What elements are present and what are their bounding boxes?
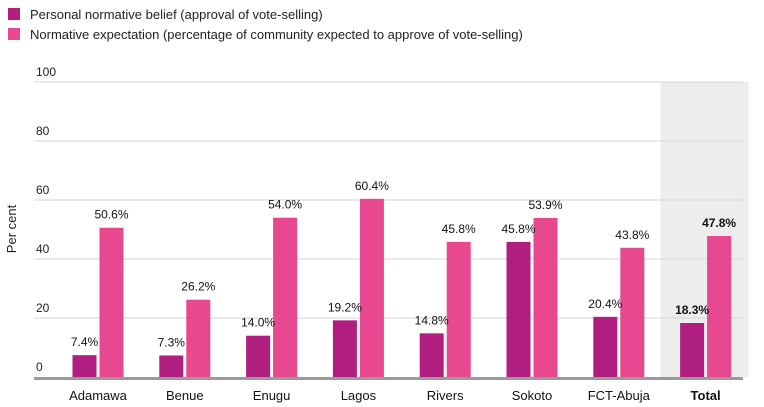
y-tick-label: 40 <box>36 242 50 256</box>
bar-personal-belief <box>680 323 705 377</box>
bar-value-label: 43.8% <box>615 228 649 242</box>
bar-value-label: 50.6% <box>94 208 128 222</box>
x-tick-label: FCT-Abuja <box>588 388 651 403</box>
bar-personal-belief <box>72 355 97 377</box>
legend-label-personal: Personal normative belief (approval of v… <box>30 6 323 22</box>
bar-value-label: 54.0% <box>268 198 302 212</box>
bar-value-label: 14.0% <box>241 316 275 330</box>
x-tick-label: Lagos <box>341 388 377 403</box>
x-tick-label: Total <box>691 388 721 403</box>
bar-personal-belief <box>332 320 357 377</box>
bar-value-label: 53.9% <box>528 198 562 212</box>
legend-item-expectation: Normative expectation (percentage of com… <box>8 24 523 44</box>
bar-personal-belief <box>593 316 618 377</box>
bar-normative-expectation <box>533 217 558 377</box>
bar-value-label: 26.2% <box>181 280 215 294</box>
bar-personal-belief <box>246 335 271 377</box>
bar-normative-expectation <box>273 217 298 377</box>
x-axis-baseline <box>34 377 743 380</box>
bar-personal-belief <box>419 333 444 377</box>
y-tick-label: 80 <box>36 124 50 138</box>
x-tick-label: Adamawa <box>69 388 128 403</box>
legend-item-personal: Personal normative belief (approval of v… <box>8 4 523 24</box>
x-tick-label: Enugu <box>253 388 291 403</box>
bar-personal-belief <box>506 241 531 377</box>
bar-value-label: 14.8% <box>415 313 449 327</box>
bar-value-label: 45.8% <box>501 222 535 236</box>
bar-value-label: 7.4% <box>71 335 99 349</box>
legend-swatch-expectation <box>8 28 20 40</box>
bar-normative-expectation <box>99 227 124 377</box>
x-tick-label: Rivers <box>427 388 464 403</box>
bar-personal-belief <box>159 355 184 377</box>
bar-normative-expectation <box>707 235 732 377</box>
bar-normative-expectation <box>446 241 471 377</box>
y-tick-label: 20 <box>36 301 50 315</box>
bar-value-label: 20.4% <box>588 297 622 311</box>
total-highlight-bg <box>660 82 749 377</box>
legend: Personal normative belief (approval of v… <box>8 4 523 44</box>
bar-normative-expectation <box>359 198 384 377</box>
bar-value-label: 47.8% <box>702 216 736 230</box>
x-tick-label: Sokoto <box>512 388 552 403</box>
legend-label-expectation: Normative expectation (percentage of com… <box>30 26 523 42</box>
x-tick-label: Benue <box>166 388 204 403</box>
bar-value-label: 45.8% <box>442 222 476 236</box>
bar-value-label: 60.4% <box>355 179 389 193</box>
y-axis-label: Per cent <box>4 204 19 253</box>
bar-value-label: 7.3% <box>158 335 186 349</box>
bar-normative-expectation <box>620 247 645 377</box>
legend-swatch-personal <box>8 8 20 20</box>
bar-value-label: 19.2% <box>328 300 362 314</box>
bar-value-label: 18.3% <box>675 303 709 317</box>
y-tick-label: 60 <box>36 183 50 197</box>
bar-normative-expectation <box>186 299 211 377</box>
y-tick-label: 0 <box>36 360 43 374</box>
y-tick-label: 100 <box>36 65 56 79</box>
